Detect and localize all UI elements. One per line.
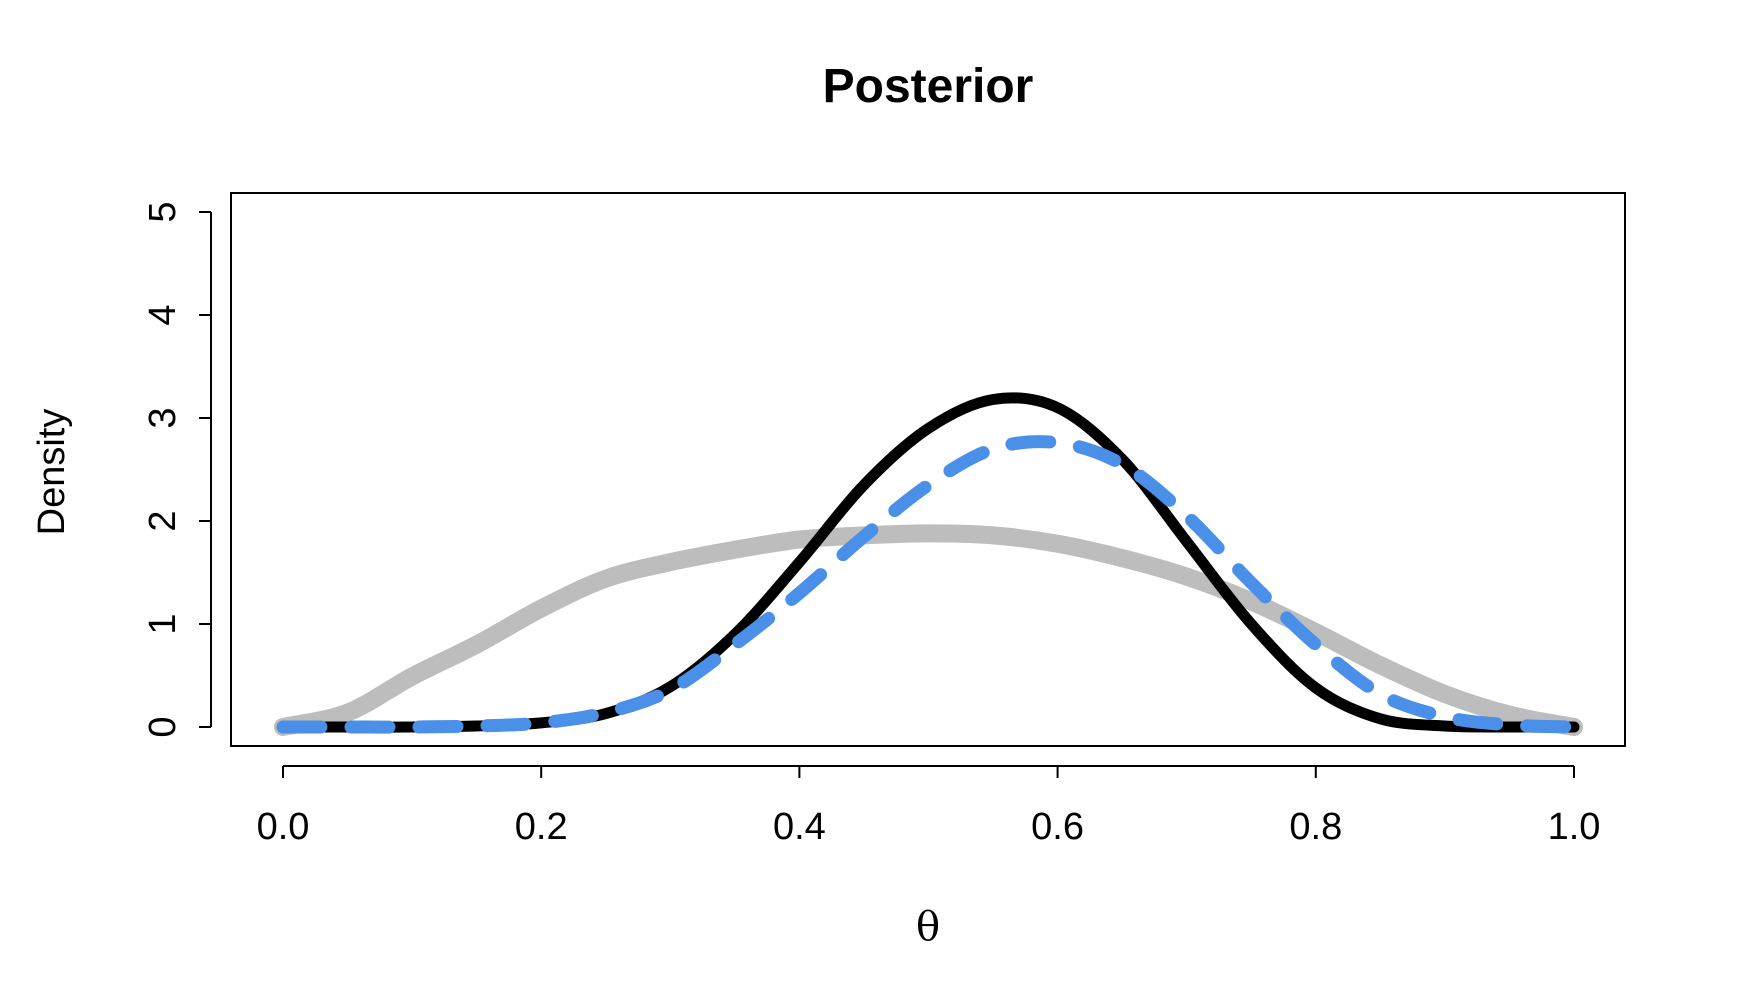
y-tick-label: 1: [142, 613, 184, 634]
x-tick-label: 0.8: [1289, 806, 1342, 848]
y-tick-label: 0: [142, 716, 184, 737]
x-axis-label: θ: [916, 904, 940, 950]
x-tick-label: 1.0: [1548, 806, 1601, 848]
series-line-gray: [274, 524, 1583, 736]
y-axis-label: Density: [31, 409, 73, 536]
x-tick-label: 0.0: [257, 806, 310, 848]
y-tick-label: 2: [142, 510, 184, 531]
x-tick-label: 0.4: [773, 806, 826, 848]
x-tick-label: 0.2: [515, 806, 568, 848]
y-tick-label: 3: [142, 407, 184, 428]
y-tick-label: 5: [142, 201, 184, 222]
chart-title: Posterior: [823, 60, 1034, 113]
y-tick-label: 4: [142, 304, 184, 325]
plot-frame: [230, 192, 1626, 747]
series-line-black: [277, 392, 1580, 733]
series-line-blue-dashed: [276, 435, 1581, 734]
x-tick-label: 0.6: [1031, 806, 1084, 848]
plot-area: 0.0 0.2 0.4 0.6 0.8 1.0 0 1 2 3 4 5: [142, 192, 1626, 848]
